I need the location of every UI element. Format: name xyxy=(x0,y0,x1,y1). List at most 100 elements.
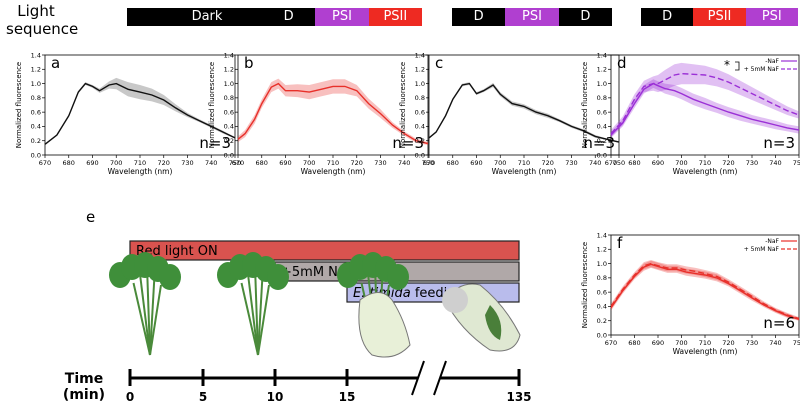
y-tick-label: 0.0 xyxy=(597,331,607,339)
y-tick-label: 0.0 xyxy=(415,151,425,159)
x-tick-label: 710 xyxy=(699,159,711,167)
x-tick-label: 670 xyxy=(605,159,617,167)
y-tick-label: 1.2 xyxy=(31,66,41,74)
y-axis-label: Normalized fluorescence xyxy=(399,62,407,148)
n-label: n=3 xyxy=(763,134,795,152)
x-tick-label: 670 xyxy=(605,339,617,347)
y-tick-label: 0.0 xyxy=(224,151,234,159)
x-tick-label: 720 xyxy=(351,159,363,167)
light-sequence-4: D PSII PSI xyxy=(641,8,798,26)
y-tick-label: 1.0 xyxy=(597,80,607,88)
sequence-segment-d: D xyxy=(558,8,612,26)
x-tick-label: 710 xyxy=(699,339,711,347)
y-tick-label: 1.2 xyxy=(415,66,425,74)
stem xyxy=(247,274,259,356)
series-line xyxy=(610,72,800,135)
x-tick-label: 690 xyxy=(470,159,482,167)
y-tick-label: 1.4 xyxy=(597,231,607,239)
stem xyxy=(149,276,156,356)
legend-label: -NaF xyxy=(765,238,779,245)
x-tick-label: 750 xyxy=(229,159,241,167)
x-tick-label: 680 xyxy=(628,339,640,347)
y-tick-label: 0.8 xyxy=(224,94,234,102)
y-tick-label: 0.4 xyxy=(224,123,234,131)
x-tick-label: 740 xyxy=(769,339,781,347)
y-tick-label: 0.6 xyxy=(31,108,41,116)
leaf xyxy=(267,264,289,290)
sequence-segment-d: D xyxy=(641,8,694,26)
time-axis-unit: (min) xyxy=(63,387,105,403)
x-tick-label: 690 xyxy=(279,159,291,167)
y-tick-label: 0.4 xyxy=(415,123,425,131)
x-axis-label: Wavelength (nm) xyxy=(673,167,738,176)
time-tick-label: 135 xyxy=(506,390,531,404)
legend-label: + 5mM NaF xyxy=(744,246,780,253)
y-tick-label: 1.4 xyxy=(31,51,41,59)
timeline-bar-label: +5mM NaF xyxy=(281,265,353,280)
sequence-segment-psi: PSI xyxy=(505,8,559,26)
y-tick-label: 1.4 xyxy=(224,51,234,59)
spectrum-panel-f: 670 680 690 700 710 720 730 740 750 0.0 0.2 0.4 0.6 0… xyxy=(581,231,800,356)
time-tick-label: 10 xyxy=(267,390,284,404)
y-tick-label: 0.6 xyxy=(597,108,607,116)
axis-break xyxy=(411,360,425,396)
y-tick-label: 0.8 xyxy=(597,94,607,102)
significance-bracket xyxy=(735,61,740,71)
sequence-segment-d: D xyxy=(262,8,316,26)
sequence-segment-d: D xyxy=(452,8,506,26)
x-axis-label: Wavelength (nm) xyxy=(673,347,738,356)
stem xyxy=(254,272,259,356)
plant-2 xyxy=(217,252,289,356)
y-tick-label: 0.0 xyxy=(31,151,41,159)
x-tick-label: 750 xyxy=(422,159,434,167)
y-tick-label: 0.6 xyxy=(224,108,234,116)
x-tick-label: 690 xyxy=(652,159,664,167)
light-sequence-title: Light sequence xyxy=(6,2,79,38)
error-band xyxy=(611,260,799,320)
y-tick-label: 0.8 xyxy=(31,94,41,102)
x-tick-label: 750 xyxy=(793,159,800,167)
y-tick-label: 0.8 xyxy=(415,94,425,102)
plant-1 xyxy=(109,252,181,356)
stem xyxy=(139,274,151,356)
n-label: n=3 xyxy=(199,134,231,152)
light-sequence-2: D PSI PSII xyxy=(262,8,422,26)
legend-label: -NaF xyxy=(765,58,779,65)
x-tick-label: 670 xyxy=(423,159,435,167)
x-tick-label: 720 xyxy=(542,159,554,167)
stem xyxy=(257,276,264,356)
panel-label: a xyxy=(51,54,60,72)
y-tick-label: 1.2 xyxy=(597,66,607,74)
panel-label: c xyxy=(435,54,443,72)
error-band xyxy=(611,260,799,321)
x-tick-label: 680 xyxy=(628,159,640,167)
x-tick-label: 680 xyxy=(63,159,75,167)
x-tick-label: 680 xyxy=(256,159,268,167)
series-line xyxy=(610,263,800,320)
y-tick-label: 0.8 xyxy=(597,274,607,282)
n-label: n=6 xyxy=(763,314,795,332)
sequence-segment-psi: PSI xyxy=(315,8,369,26)
spectrum-panel-d: 670 680 690 700 710 720 730 740 750 0.0 0.2 0.4 0.6 0… xyxy=(581,51,800,176)
time-tick-label: 15 xyxy=(339,390,356,404)
stem xyxy=(149,284,162,356)
stem xyxy=(240,282,259,356)
error-band xyxy=(238,78,428,145)
timeline-bar-label: Red light ON xyxy=(136,244,218,259)
panel-label: d xyxy=(617,54,627,72)
x-tick-label: 740 xyxy=(205,159,217,167)
leaf-grazed xyxy=(442,287,468,313)
y-tick-label: 0.2 xyxy=(224,137,234,145)
sequence-segment-psii: PSII xyxy=(368,8,422,26)
x-tick-label: 730 xyxy=(565,159,577,167)
y-tick-label: 1.2 xyxy=(597,246,607,254)
x-tick-label: 680 xyxy=(447,159,459,167)
y-tick-label: 0.6 xyxy=(597,288,607,296)
spectrum-panel-b: 670 680 690 700 710 720 730 740 7500.00.20.40.60… xyxy=(208,51,434,176)
time-tick-label: 0 xyxy=(126,390,134,404)
x-tick-label: 700 xyxy=(303,159,315,167)
y-tick-label: 1.0 xyxy=(415,80,425,88)
stem xyxy=(132,282,151,356)
y-tick-label: 0.2 xyxy=(415,137,425,145)
